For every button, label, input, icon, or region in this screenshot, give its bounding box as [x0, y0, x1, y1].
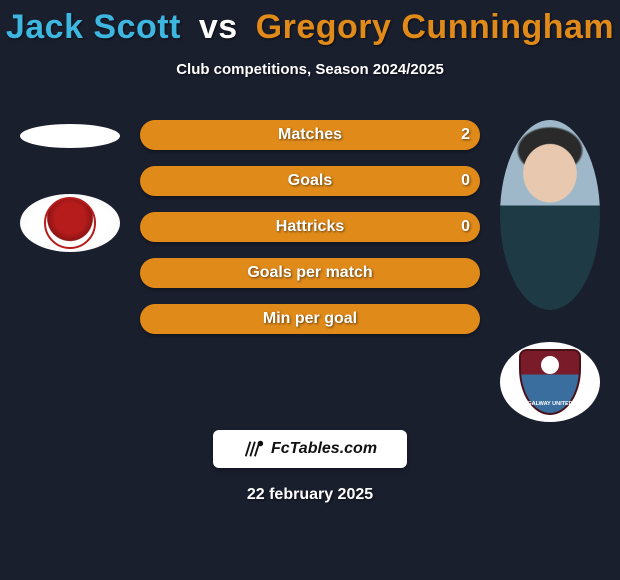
- player2-club-badge: GALWAY UNITED: [500, 342, 600, 422]
- stat-label: Hattricks: [276, 218, 344, 236]
- stat-label: Matches: [278, 126, 342, 144]
- stat-label: Goals per match: [247, 264, 372, 282]
- player1-club-badge: [20, 194, 120, 252]
- player2-avatar: [500, 120, 600, 310]
- footer-date: 22 february 2025: [0, 486, 620, 504]
- stat-row: Goals 0: [140, 166, 480, 196]
- ball-icon: [541, 356, 559, 374]
- player1-avatar-placeholder: [20, 124, 120, 148]
- stat-row: Min per goal: [140, 304, 480, 334]
- player1-column: [10, 120, 130, 252]
- stat-value-p2: 2: [461, 126, 470, 144]
- stat-bars: Matches 2 Goals 0 Hattricks 0 Goals per match M…: [140, 120, 480, 350]
- player2-club-banner: GALWAY UNITED: [527, 402, 572, 414]
- attribution-badge: FcTables.com: [213, 430, 407, 468]
- stat-label: Min per goal: [263, 310, 357, 328]
- stat-value-p2: 0: [461, 172, 470, 190]
- stat-label: Goals: [288, 172, 332, 190]
- subtitle: Club competitions, Season 2024/2025: [0, 61, 620, 78]
- stat-value-p2: 0: [461, 218, 470, 236]
- shield-icon: GALWAY UNITED: [519, 349, 581, 415]
- stat-row: Goals per match: [140, 258, 480, 288]
- fctables-logo-icon: [243, 438, 265, 460]
- player2-column: GALWAY UNITED: [490, 120, 610, 422]
- player1-name: Jack Scott: [6, 8, 181, 46]
- player2-name: Gregory Cunningham: [256, 8, 614, 46]
- page-title: Jack Scott vs Gregory Cunningham: [0, 0, 620, 47]
- vs-label: vs: [199, 8, 238, 46]
- attribution-text: FcTables.com: [271, 440, 377, 458]
- stat-row: Hattricks 0: [140, 212, 480, 242]
- comparison-area: GALWAY UNITED Matches2Goals0Hattricks0Go…: [0, 120, 620, 440]
- stat-row: Matches 2: [140, 120, 480, 150]
